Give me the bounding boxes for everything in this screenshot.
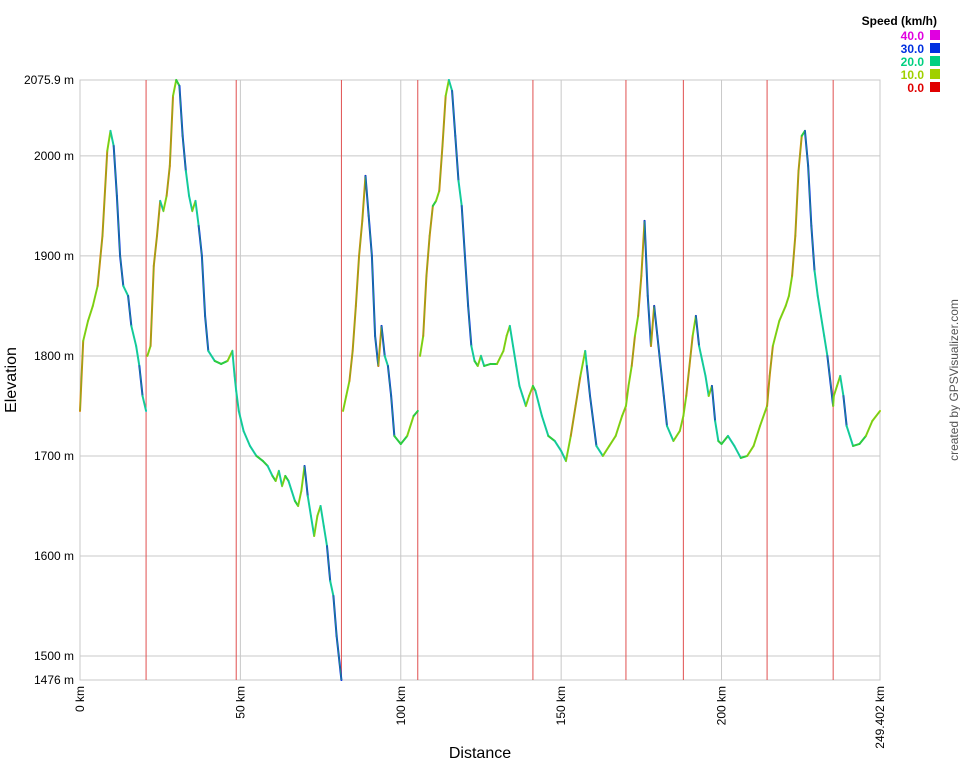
legend-swatch (930, 56, 940, 66)
legend-label: 40.0 (901, 29, 925, 43)
x-tick-label: 200 km (715, 686, 729, 725)
x-tick-label: 100 km (394, 686, 408, 725)
x-tick-label: 50 km (233, 686, 247, 719)
speed-legend: Speed (km/h) 40.030.020.010.00.0 (862, 14, 940, 95)
elevation-series (79, 78, 881, 681)
plot-frame (79, 79, 881, 681)
x-axis-title: Distance (449, 745, 511, 760)
segment-markers (145, 80, 834, 680)
legend-label: 20.0 (901, 55, 925, 69)
legend-swatch (930, 82, 940, 92)
y-tick-label: 1700 m (34, 449, 74, 463)
x-tick-label: 150 km (554, 686, 568, 725)
legend-title: Speed (km/h) (862, 14, 937, 28)
y-tick-label: 1476 m (34, 673, 74, 687)
y-axis-title: Elevation (3, 347, 20, 413)
y-tick-label: 1800 m (34, 349, 74, 363)
y-tick-label: 2075.9 m (24, 73, 74, 87)
elevation-line (79, 78, 881, 681)
y-tick-labels: 1476 m 1500 m 1600 m 1700 m 1800 m 1900 m 2000… (24, 73, 74, 687)
y-tick-label: 2000 m (34, 149, 74, 163)
legend-label: 10.0 (901, 68, 925, 82)
credit-text: created by GPSVisualizer.com (947, 299, 960, 461)
y-tick-label: 1900 m (34, 249, 74, 263)
y-tick-label: 1600 m (34, 549, 74, 563)
legend-swatch (930, 30, 940, 40)
legend-swatch (930, 69, 940, 79)
x-tick-label: 0 km (73, 686, 87, 712)
x-tick-labels: 0 km 50 km 100 km 150 km 200 km 249.402 km (73, 686, 887, 749)
legend-swatch (930, 43, 940, 53)
y-tick-label: 1500 m (34, 649, 74, 663)
legend-label: 0.0 (907, 81, 924, 95)
x-tick-label: 249.402 km (873, 686, 887, 749)
legend-label: 30.0 (901, 42, 925, 56)
